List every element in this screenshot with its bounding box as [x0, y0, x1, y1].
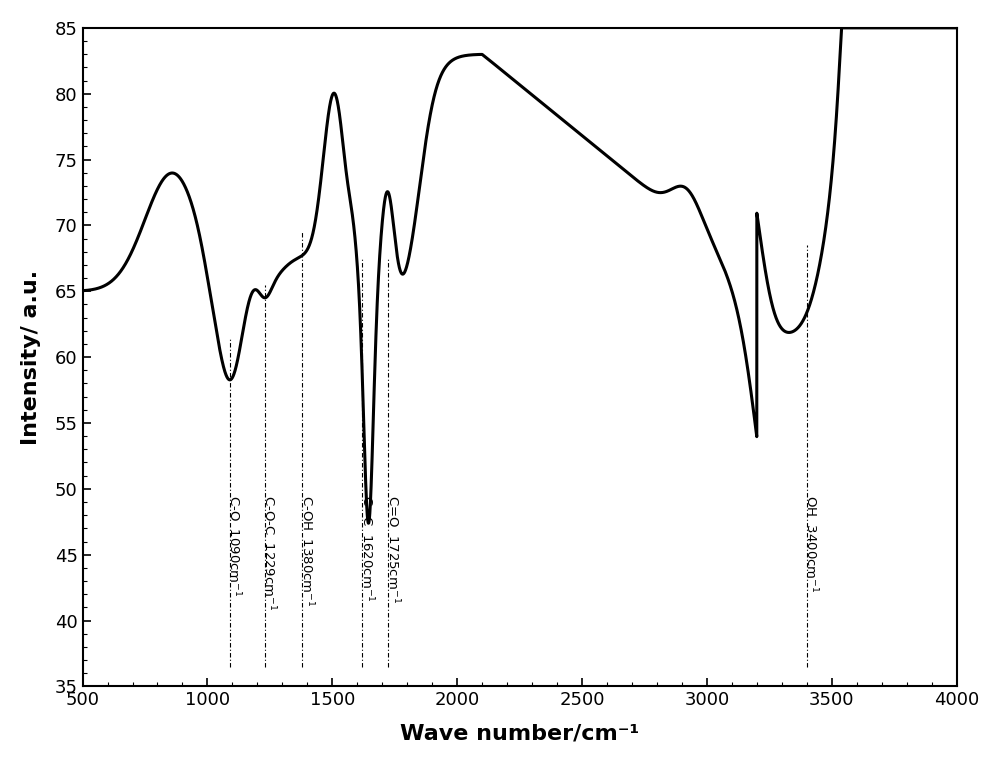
Text: C=C  1620cm$^{-1}$: C=C 1620cm$^{-1}$ — [358, 495, 375, 602]
Text: C-O  1090cm$^{-1}$: C-O 1090cm$^{-1}$ — [226, 495, 243, 597]
Text: C=O  1725cm$^{-1}$: C=O 1725cm$^{-1}$ — [385, 495, 401, 604]
Text: C-O-C  1229cm$^{-1}$: C-O-C 1229cm$^{-1}$ — [261, 495, 277, 611]
Text: OH  3400cm$^{-1}$: OH 3400cm$^{-1}$ — [803, 495, 820, 593]
X-axis label: Wave number/cm⁻¹: Wave number/cm⁻¹ — [400, 724, 639, 743]
Text: C-OH  1380cm$^{-1}$: C-OH 1380cm$^{-1}$ — [299, 495, 315, 607]
Y-axis label: Intensity/ a.u.: Intensity/ a.u. — [21, 270, 41, 445]
